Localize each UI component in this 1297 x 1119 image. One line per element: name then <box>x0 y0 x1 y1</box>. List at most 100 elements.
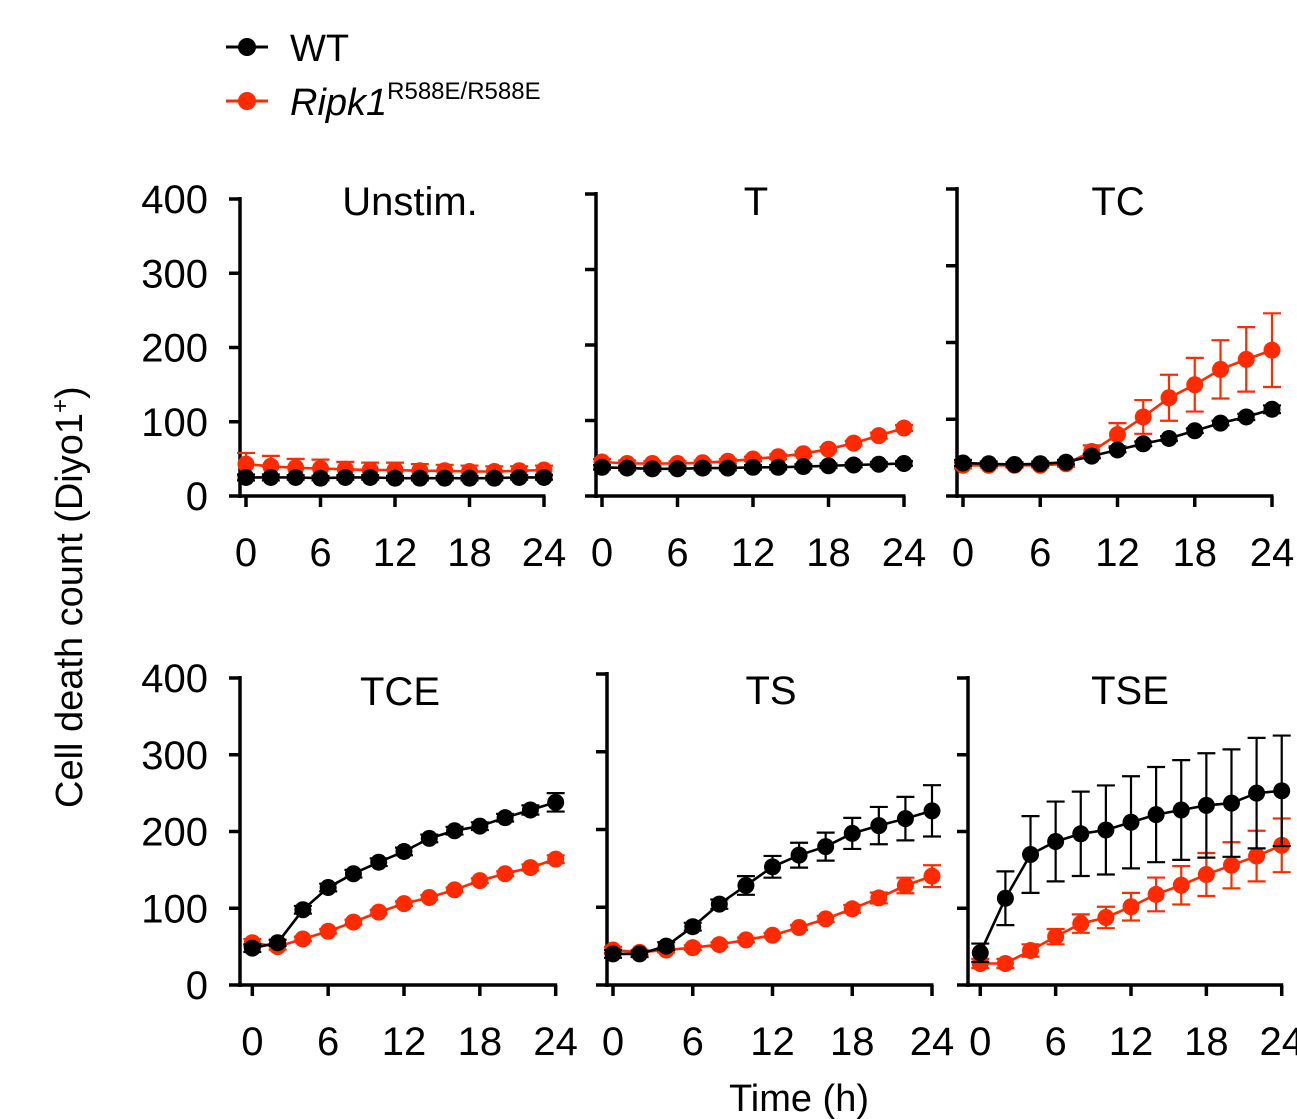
data-point <box>843 824 861 842</box>
data-point <box>395 895 413 913</box>
data-point <box>794 458 812 476</box>
data-point <box>1197 865 1215 883</box>
x-tick-label: 12 <box>750 1020 795 1064</box>
x-tick-label: 0 <box>952 531 974 575</box>
data-point <box>446 822 464 840</box>
data-point <box>1109 426 1126 444</box>
data-point <box>790 846 808 864</box>
x-tick-label: 18 <box>458 1020 503 1064</box>
data-point <box>547 793 565 811</box>
x-tick-label: 0 <box>591 531 613 575</box>
data-point <box>923 802 941 820</box>
data-point <box>845 434 863 452</box>
data-point <box>1160 429 1178 447</box>
y-tick-label: 300 <box>141 252 208 296</box>
series-wt <box>593 455 913 478</box>
data-point <box>1273 782 1291 800</box>
data-point <box>1237 408 1255 426</box>
data-point <box>1047 832 1065 850</box>
data-point <box>1186 422 1204 440</box>
data-point <box>1022 941 1040 959</box>
x-tick-label: 18 <box>1184 1020 1229 1064</box>
data-point <box>820 440 837 458</box>
data-point <box>764 858 781 876</box>
data-point <box>461 469 478 487</box>
data-point <box>1222 794 1240 812</box>
x-tick-label: 24 <box>533 1020 578 1064</box>
panel-title: Unstim. <box>342 180 478 224</box>
x-tick-label: 18 <box>806 531 851 575</box>
y-tick-label: 200 <box>141 811 208 855</box>
data-point <box>395 842 413 860</box>
data-point <box>411 469 429 487</box>
data-point <box>843 900 861 918</box>
legend: WT Ripk1R588E/R588E <box>226 28 541 124</box>
data-point <box>1147 806 1165 824</box>
series-wt <box>604 784 941 963</box>
data-point <box>764 926 781 944</box>
x-tick-label: 6 <box>1045 1020 1067 1064</box>
data-point <box>744 458 762 476</box>
y-tick-label: 400 <box>141 178 208 222</box>
data-point <box>287 468 305 486</box>
data-point <box>643 460 661 478</box>
data-point <box>1072 915 1090 933</box>
x-tick-label: 12 <box>382 1020 427 1064</box>
data-point <box>870 427 888 445</box>
data-point <box>370 853 388 871</box>
panel-title: TCE <box>360 670 440 714</box>
data-point <box>1057 453 1075 471</box>
data-point <box>312 469 329 487</box>
data-point <box>243 939 261 957</box>
y-tick-label: 300 <box>141 734 208 778</box>
x-tick-label: 24 <box>522 531 567 575</box>
x-axis-title: Time (h) <box>729 1078 869 1119</box>
data-point <box>1172 876 1190 894</box>
panel-ts: 0 6 12 18 24 TS <box>596 669 954 1064</box>
data-point <box>896 876 914 894</box>
panel-title: T <box>744 180 768 224</box>
data-point <box>535 468 553 486</box>
x-tick-label: 0 <box>235 531 257 575</box>
x-tick-label: 12 <box>731 531 776 575</box>
x-tick-label: 0 <box>969 1020 991 1064</box>
data-point <box>1122 898 1140 916</box>
x-tick-label: 24 <box>882 531 927 575</box>
legend-wt-marker <box>238 38 256 56</box>
data-point <box>737 876 755 894</box>
data-point <box>485 469 503 487</box>
x-tick-label: 18 <box>830 1020 875 1064</box>
y-tick-label: 400 <box>141 657 208 701</box>
data-point <box>694 459 712 477</box>
data-point <box>1134 435 1152 453</box>
x-tick-label: 12 <box>1109 1020 1154 1064</box>
x-tick-label: 6 <box>317 1020 339 1064</box>
data-point <box>1263 400 1281 418</box>
data-point <box>1072 825 1090 843</box>
x-tick-label: 0 <box>602 1020 624 1064</box>
data-point <box>817 838 835 856</box>
data-point <box>684 918 702 936</box>
data-point <box>790 918 808 936</box>
data-point <box>237 468 255 486</box>
data-point <box>1212 360 1229 378</box>
data-point <box>1022 846 1040 864</box>
data-point <box>996 889 1014 907</box>
legend-mutant-genotype: R588E/R588E <box>387 78 540 105</box>
data-point <box>820 457 837 475</box>
y-axis-title: Cell death count (Diyo1+) <box>47 386 91 808</box>
panel-title: TC <box>1091 180 1144 224</box>
data-point <box>370 903 388 921</box>
data-point <box>361 468 379 486</box>
data-point <box>870 889 888 907</box>
panel-tse: 0 6 12 18 24 TSE <box>957 669 1297 1064</box>
data-point <box>319 922 337 940</box>
data-point <box>1172 801 1190 819</box>
data-point <box>420 829 438 847</box>
data-point <box>593 458 611 476</box>
data-point <box>1197 796 1215 814</box>
x-tick-label: 6 <box>682 1020 704 1064</box>
data-point <box>1134 408 1152 426</box>
data-point <box>496 809 514 827</box>
x-tick-label: 6 <box>1029 531 1051 575</box>
